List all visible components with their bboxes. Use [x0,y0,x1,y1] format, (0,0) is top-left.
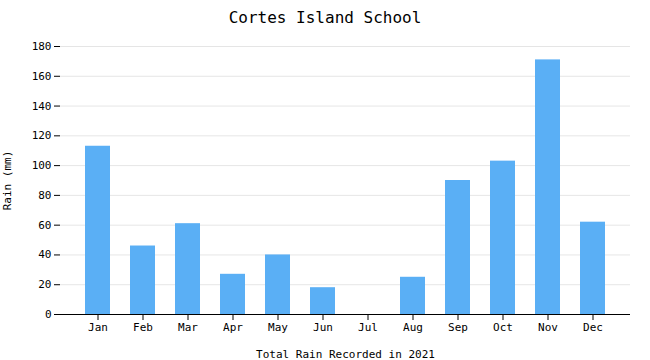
svg-text:Dec: Dec [583,321,603,334]
svg-text:Total Rain Recorded in 2021: Total Rain Recorded in 2021 [256,348,435,360]
svg-text:Jul: Jul [358,321,378,334]
svg-text:180: 180 [32,40,52,53]
svg-text:60: 60 [38,219,51,232]
svg-text:Rain (mm): Rain (mm) [1,151,14,211]
svg-text:120: 120 [32,129,52,142]
svg-text:May: May [268,321,288,334]
svg-text:Sep: Sep [448,321,468,334]
svg-text:Mar: Mar [178,321,198,334]
svg-text:Aug: Aug [403,321,423,334]
svg-text:140: 140 [32,100,52,113]
svg-text:20: 20 [38,278,51,291]
svg-text:Feb: Feb [133,321,153,334]
html-text:Cortes Island School: Cortes Island School [228,8,422,27]
svg-text:80: 80 [38,189,51,202]
svg-text:Nov: Nov [538,321,558,334]
svg-text:0: 0 [45,308,52,321]
svg-text:Jun: Jun [313,321,333,334]
svg-text:40: 40 [38,248,51,261]
svg-text:Apr: Apr [223,321,243,334]
svg-text:160: 160 [32,70,52,83]
svg-text:Oct: Oct [493,321,513,334]
svg-text:Jan: Jan [88,321,108,334]
svg-text:100: 100 [32,159,52,172]
